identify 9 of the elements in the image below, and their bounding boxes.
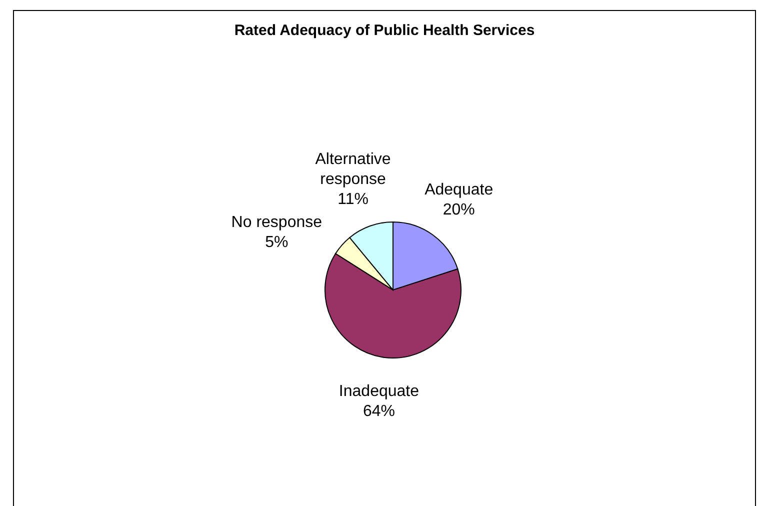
data-label: 5% (265, 234, 288, 251)
slice-label: Inadequate (338, 383, 420, 400)
slice-label: Alternative response (315, 150, 391, 188)
data-label: 11% (338, 190, 368, 208)
data-label: 64% (362, 403, 395, 420)
data-label: 20% (442, 201, 475, 218)
slice-label: No response (231, 214, 322, 231)
slice-label: Adequate (424, 181, 494, 198)
chart-title: Rated Adequacy of Public Health Services (234, 22, 535, 39)
